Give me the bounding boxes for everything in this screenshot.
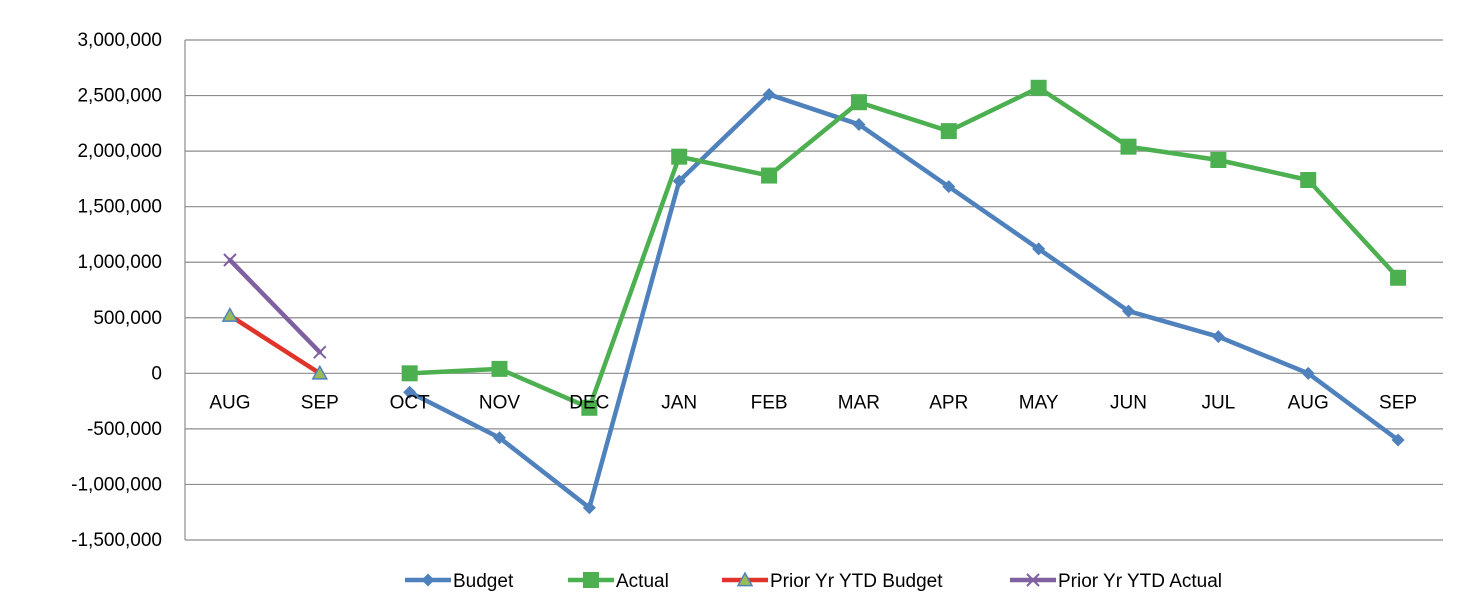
data-point <box>311 364 329 380</box>
data-point <box>761 167 778 184</box>
data-point <box>401 365 418 382</box>
x-tick-label: DEC <box>569 392 609 413</box>
legend-item: Prior Yr YTD Actual <box>1010 571 1222 592</box>
data-point <box>1030 79 1047 96</box>
series-lines <box>221 79 1407 515</box>
data-point <box>1211 330 1225 344</box>
x-tick-label: JUN <box>1110 392 1147 413</box>
marker-stroke <box>1026 573 1040 587</box>
data-point <box>221 307 239 322</box>
x-tick-label: JAN <box>661 392 697 413</box>
y-tick-label: 2,500,000 <box>77 86 162 107</box>
data-point <box>1122 304 1135 318</box>
x-tick-label: FEB <box>751 392 788 413</box>
x-tick-label: MAR <box>838 392 880 413</box>
series-prior-yr-ytd-actual <box>223 253 327 359</box>
y-axis-tick-labels: 3,000,000 2,500,000 2,000,000 1,500,000 1,00… <box>71 30 162 551</box>
data-point <box>672 174 686 188</box>
data-point <box>940 123 957 140</box>
y-tick-label: -1,000,000 <box>71 474 162 495</box>
series-prior-yr-ytd-budget <box>221 307 329 380</box>
marker-stroke <box>313 345 327 359</box>
legend-item: Prior Yr YTD Budget <box>722 571 943 592</box>
data-point <box>852 117 866 131</box>
data-point <box>493 431 506 445</box>
series-budget <box>403 87 1405 515</box>
series-line <box>227 257 323 355</box>
x-tick-label: SEP <box>301 392 339 413</box>
marker-stroke <box>223 253 237 267</box>
data-point <box>1210 152 1227 168</box>
data-point <box>403 385 417 399</box>
x-tick-label: AUG <box>1288 392 1329 413</box>
data-point <box>1032 242 1046 256</box>
data-point <box>1301 366 1315 380</box>
legend-marker <box>583 572 599 588</box>
legend-marker <box>1026 573 1040 587</box>
y-tick-label: -500,000 <box>87 419 162 440</box>
series-line <box>407 85 1401 411</box>
legend-marker <box>736 571 754 587</box>
data-point <box>850 94 867 111</box>
data-point <box>313 345 327 359</box>
data-point <box>1390 269 1407 286</box>
data-point <box>1391 433 1405 447</box>
data-point <box>223 253 237 267</box>
data-point <box>942 180 956 194</box>
series-actual <box>401 79 1407 416</box>
y-tick-label: -1,500,000 <box>71 530 162 551</box>
legend-label: Prior Yr YTD Actual <box>1058 571 1222 592</box>
legend-label: Prior Yr YTD Budget <box>770 571 943 592</box>
y-tick-label: 1,500,000 <box>77 197 162 218</box>
data-point <box>1120 138 1137 155</box>
x-tick-label: APR <box>929 392 968 413</box>
legend-label: Budget <box>453 571 514 592</box>
x-tick-label: AUG <box>209 392 250 413</box>
y-tick-label: 0 <box>151 363 162 384</box>
y-tick-label: 3,000,000 <box>77 30 162 51</box>
series-line <box>407 92 1401 511</box>
data-point <box>491 360 508 377</box>
legend: Budget Actual Prior Yr YTD Budget Prior Yr … <box>405 571 1222 592</box>
data-point <box>671 148 688 165</box>
x-tick-label: NOV <box>479 392 521 413</box>
x-tick-label: JUL <box>1201 392 1235 413</box>
series-line <box>227 313 323 376</box>
y-tick-label: 500,000 <box>93 308 162 329</box>
x-tick-label: SEP <box>1379 392 1417 413</box>
x-tick-label: OCT <box>390 392 431 413</box>
data-point <box>581 399 598 416</box>
data-point <box>582 501 596 515</box>
gridlines <box>184 39 1443 541</box>
x-tick-label: MAY <box>1019 392 1059 413</box>
legend-label: Actual <box>616 571 669 592</box>
legend-item: Budget <box>405 571 514 592</box>
y-tick-label: 2,000,000 <box>77 141 162 162</box>
x-axis-tick-labels: AUG SEP OCT NOV DEC JAN FEB MAR APR MAY JUN JUL AUG S… <box>209 392 1417 413</box>
legend-marker <box>421 573 435 587</box>
data-point <box>1300 172 1317 188</box>
y-tick-label: 1,000,000 <box>77 252 162 273</box>
data-point <box>762 87 776 101</box>
legend-item: Actual <box>568 571 669 592</box>
